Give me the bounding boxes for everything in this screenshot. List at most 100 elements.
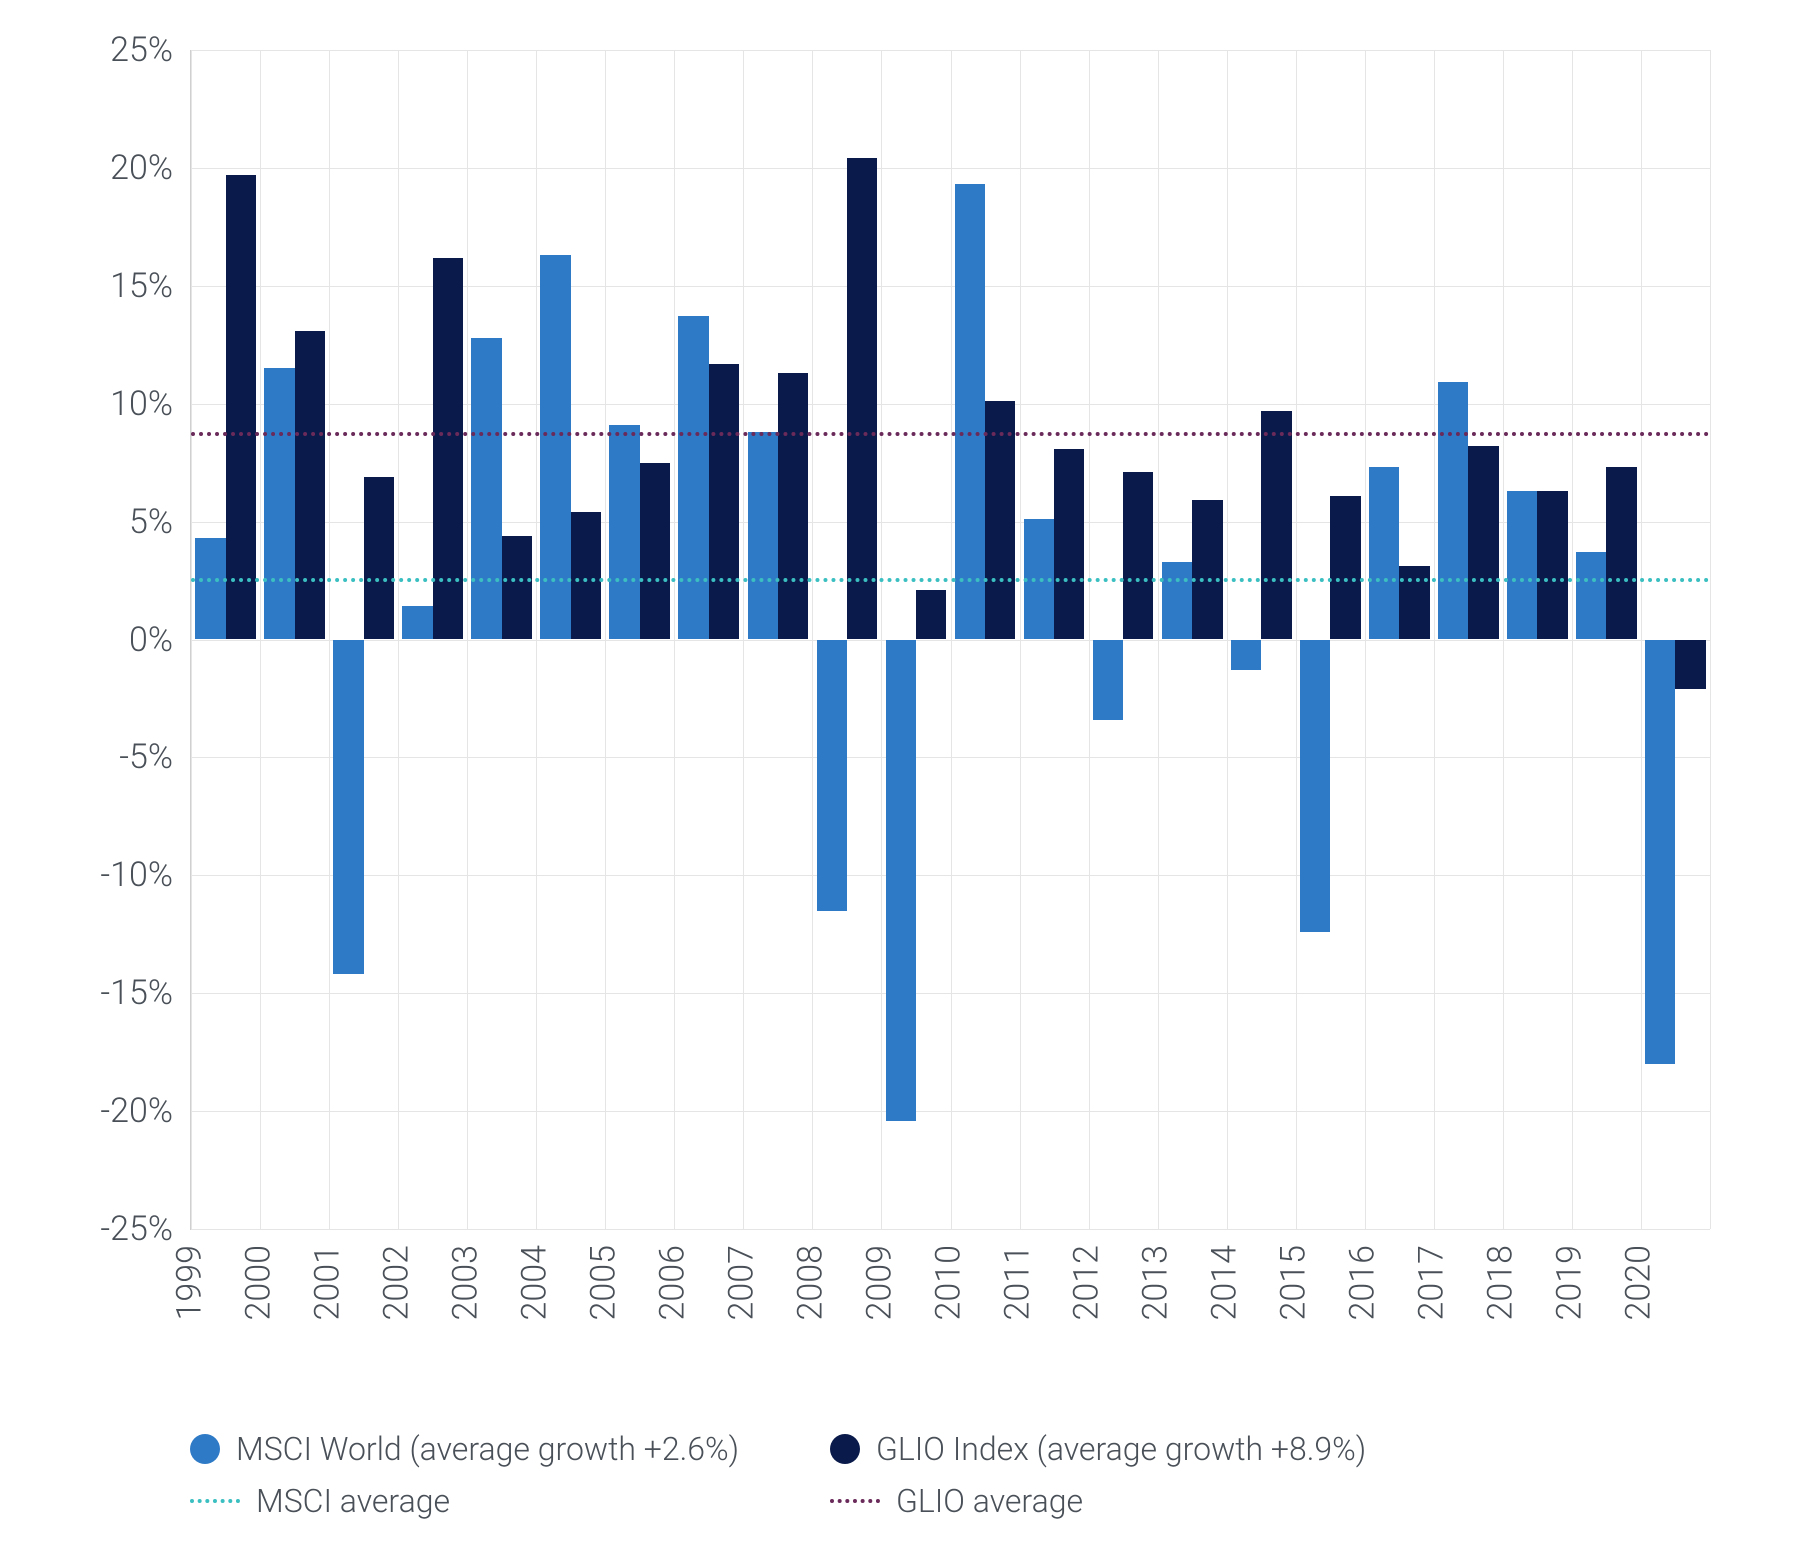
bar-glio — [778, 373, 808, 639]
gridline-v — [1710, 50, 1711, 1229]
x-tick-label: 2010 — [926, 1245, 968, 1320]
chart-container: -25% -20% -15% -10% -5% 0% 5% 10% 15% 20% 25% 1999 2… — [0, 0, 1800, 1546]
bar-msci — [195, 538, 225, 639]
y-tick-label: 15% — [110, 266, 191, 306]
bar-glio — [1192, 500, 1222, 639]
bar-glio — [709, 364, 739, 640]
x-tick-label: 2019 — [1548, 1245, 1590, 1320]
bar-msci — [886, 640, 916, 1121]
x-tick-label: 2004 — [512, 1245, 554, 1320]
bar-glio — [502, 536, 532, 640]
bar-glio — [985, 401, 1015, 639]
x-tick-label: 2009 — [857, 1245, 899, 1320]
gridline-h — [191, 1229, 1710, 1230]
legend-label: MSCI World (average growth +2.6%) — [236, 1430, 739, 1468]
bar-glio — [364, 477, 394, 640]
plot-area: -25%-20%-15%-10%-5%0%5%10%15%20%25%19992… — [190, 50, 1710, 1230]
y-tick-label: 10% — [110, 384, 191, 424]
gridline-v — [743, 50, 744, 1229]
bar-glio — [1606, 467, 1636, 639]
bar-glio — [226, 175, 256, 640]
legend-swatch — [190, 1499, 240, 1503]
legend-label: GLIO Index (average growth +8.9%) — [876, 1430, 1366, 1468]
y-tick-label: -15% — [100, 973, 191, 1013]
y-tick-label: -10% — [100, 855, 191, 895]
x-tick-label: 2000 — [236, 1245, 278, 1320]
x-tick-label: 2013 — [1133, 1245, 1175, 1320]
bar-glio — [916, 590, 946, 640]
bar-glio — [1468, 446, 1498, 639]
y-tick-label: -25% — [100, 1209, 191, 1249]
legend-swatch — [830, 1434, 860, 1464]
x-tick-label: 1999 — [167, 1245, 209, 1320]
gridline-v — [674, 50, 675, 1229]
x-tick-label: 2012 — [1064, 1245, 1106, 1320]
x-tick-label: 2003 — [443, 1245, 485, 1320]
y-tick-label: -20% — [100, 1091, 191, 1131]
x-tick-label: 2020 — [1617, 1245, 1659, 1320]
x-tick-label: 2005 — [581, 1245, 623, 1320]
gridline-v — [1503, 50, 1504, 1229]
gridline-v — [467, 50, 468, 1229]
x-tick-label: 2016 — [1341, 1245, 1383, 1320]
gridline-v — [260, 50, 261, 1229]
gridline-v — [329, 50, 330, 1229]
bar-msci — [1231, 640, 1261, 671]
x-tick-label: 2008 — [788, 1245, 830, 1320]
gridline-v — [1020, 50, 1021, 1229]
gridline-v — [951, 50, 952, 1229]
ref-line-msci_avg — [191, 578, 1710, 582]
gridline-v — [605, 50, 606, 1229]
gridline-v — [191, 50, 192, 1229]
bar-msci — [471, 338, 501, 640]
bar-msci — [678, 316, 708, 639]
x-tick-label: 2014 — [1202, 1245, 1244, 1320]
legend-label: MSCI average — [256, 1482, 450, 1520]
gridline-v — [1572, 50, 1573, 1229]
x-tick-label: 2002 — [374, 1245, 416, 1320]
gridline-v — [1434, 50, 1435, 1229]
bar-msci — [1300, 640, 1330, 932]
bar-glio — [1261, 411, 1291, 640]
bar-msci — [1645, 640, 1675, 1064]
x-tick-label: 2006 — [650, 1245, 692, 1320]
bar-glio — [640, 463, 670, 640]
bar-msci — [748, 432, 778, 640]
bar-glio — [1675, 640, 1705, 690]
y-tick-label: 0% — [129, 620, 191, 660]
x-tick-label: 2011 — [995, 1245, 1037, 1320]
bar-glio — [1330, 496, 1360, 640]
bar-msci — [1369, 467, 1399, 639]
bar-glio — [1054, 449, 1084, 640]
legend-item-glio: GLIO Index (average growth +8.9%) — [830, 1430, 1470, 1468]
gridline-v — [1296, 50, 1297, 1229]
gridline-v — [881, 50, 882, 1229]
legend-swatch — [830, 1499, 880, 1503]
bar-msci — [1507, 491, 1537, 640]
bar-msci — [333, 640, 363, 975]
bar-glio — [1123, 472, 1153, 639]
bar-msci — [264, 368, 294, 639]
bar-msci — [609, 425, 639, 640]
y-tick-label: 25% — [110, 30, 191, 70]
gridline-v — [1089, 50, 1090, 1229]
y-tick-label: 5% — [129, 502, 191, 542]
gridline-v — [536, 50, 537, 1229]
y-tick-label: 20% — [110, 148, 191, 188]
bar-msci — [1093, 640, 1123, 720]
x-tick-label: 2007 — [719, 1245, 761, 1320]
bar-glio — [1537, 491, 1567, 640]
gridline-v — [1227, 50, 1228, 1229]
gridline-v — [1158, 50, 1159, 1229]
y-tick-label: -5% — [119, 737, 191, 777]
x-tick-label: 2015 — [1272, 1245, 1314, 1320]
gridline-v — [1365, 50, 1366, 1229]
bar-msci — [817, 640, 847, 911]
bar-msci — [955, 184, 985, 639]
legend-label: GLIO average — [896, 1482, 1083, 1520]
bar-glio — [571, 512, 601, 639]
legend-item-msci_avg: MSCI average — [190, 1482, 830, 1520]
bar-msci — [1576, 552, 1606, 639]
gridline-v — [398, 50, 399, 1229]
legend-swatch — [190, 1434, 220, 1464]
